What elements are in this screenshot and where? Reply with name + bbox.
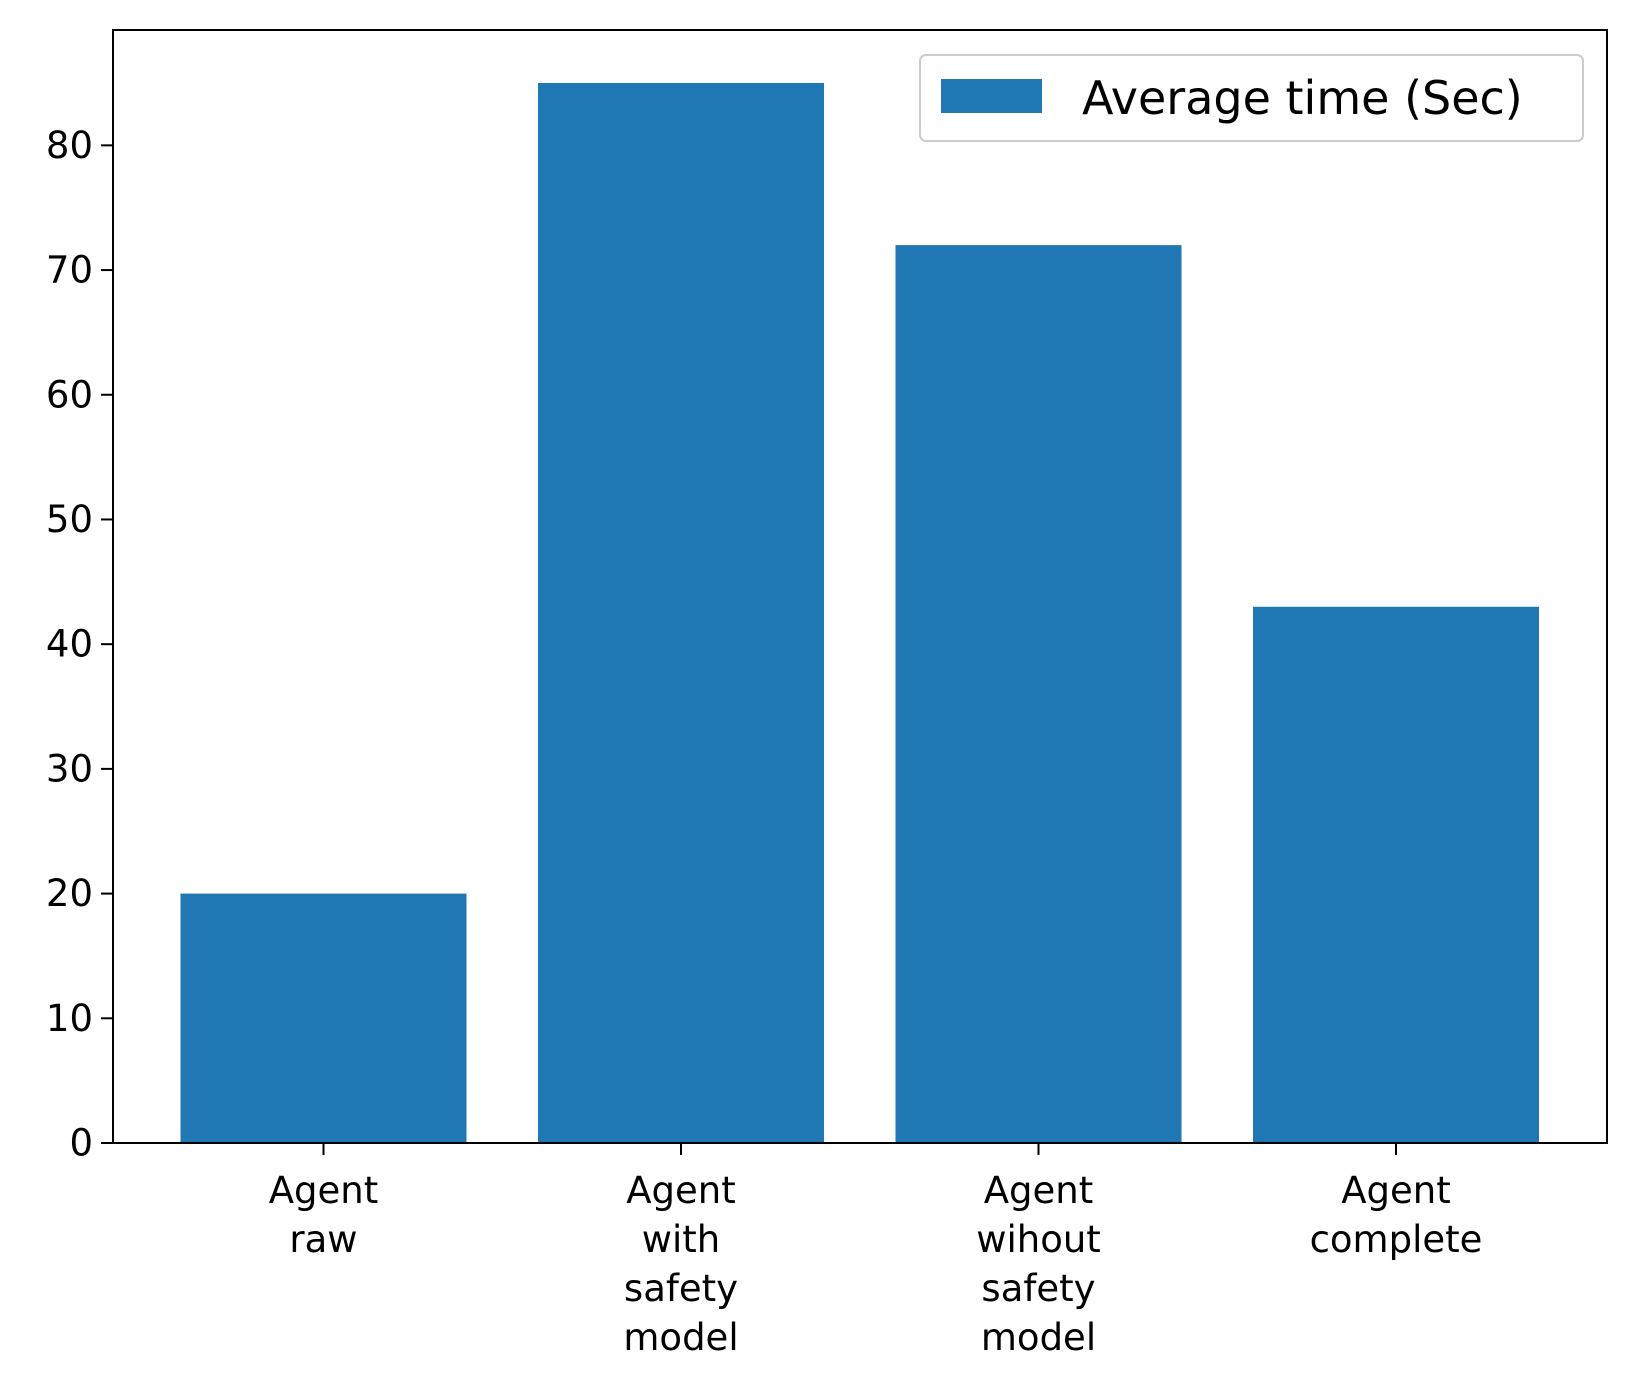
y-tick-label: 0 xyxy=(69,1122,93,1165)
x-tick-label-line: model xyxy=(623,1316,738,1359)
x-tick-label-line: Agent xyxy=(269,1169,379,1212)
legend: Average time (Sec) xyxy=(919,54,1584,142)
x-tick-label: Agent complete xyxy=(1310,1169,1483,1261)
bar-1 xyxy=(538,83,824,1143)
y-tick-label: 70 xyxy=(46,249,93,292)
y-tick-label: 40 xyxy=(46,623,93,666)
y-tick-label: 20 xyxy=(46,872,93,915)
x-tick-label-line: with xyxy=(642,1218,721,1261)
y-axis: 0 10 20 30 40 50 60 70 80 xyxy=(46,124,113,1165)
x-tick-label-line: safety xyxy=(624,1267,738,1310)
bars-layer xyxy=(180,83,1539,1143)
x-axis: Agent raw Agent with safety model Agent wihout s… xyxy=(269,1143,1483,1359)
bar-0 xyxy=(180,893,467,1143)
legend-swatch xyxy=(941,79,1042,113)
x-tick-label: Agent wihout safety model xyxy=(976,1169,1101,1359)
x-tick-label: Agent raw xyxy=(269,1169,379,1261)
bar-3 xyxy=(1253,606,1539,1143)
x-tick-label-line: Agent xyxy=(626,1169,736,1212)
y-tick-label: 80 xyxy=(46,124,93,167)
legend-box xyxy=(919,54,1584,142)
bar-2 xyxy=(895,245,1182,1143)
y-tick-label: 30 xyxy=(46,747,93,790)
x-tick-label: Agent with safety model xyxy=(623,1169,738,1359)
x-tick-label-line: Agent xyxy=(984,1169,1094,1212)
y-tick-label: 10 xyxy=(46,997,93,1040)
y-tick-label: 50 xyxy=(46,498,93,541)
x-tick-label-line: complete xyxy=(1310,1218,1483,1261)
y-tick-label: 60 xyxy=(46,373,93,416)
plot-frame xyxy=(112,29,1608,1144)
x-tick-label-line: raw xyxy=(289,1218,357,1261)
legend-label: Average time (Sec) xyxy=(1082,71,1523,125)
x-tick-label-line: Agent xyxy=(1341,1169,1451,1212)
x-tick-label-line: wihout xyxy=(976,1218,1101,1261)
x-tick-label-line: safety xyxy=(981,1267,1095,1310)
x-tick-label-line: model xyxy=(981,1316,1096,1359)
